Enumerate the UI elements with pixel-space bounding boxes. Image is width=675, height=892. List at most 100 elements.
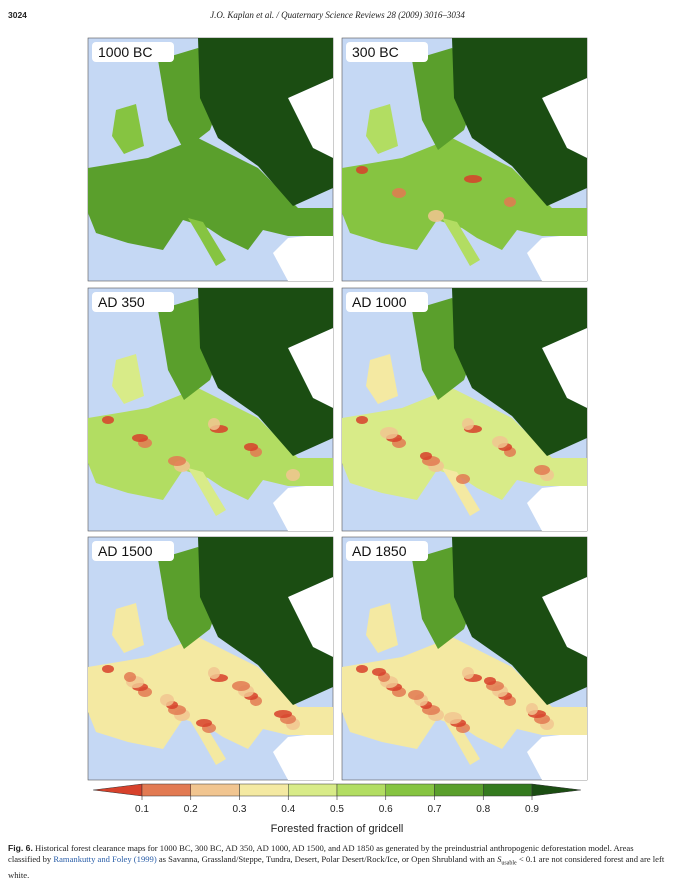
label-box — [346, 541, 428, 561]
land — [198, 537, 333, 705]
land — [442, 717, 480, 765]
no-forest-area — [542, 577, 587, 657]
clearance-patch — [526, 703, 538, 715]
land — [88, 388, 333, 500]
clearance-patch — [504, 197, 516, 207]
no-forest-area — [542, 78, 587, 158]
clearance-patch — [408, 690, 424, 700]
land — [188, 717, 226, 765]
label-box — [92, 541, 174, 561]
no-forest-area — [288, 577, 333, 657]
clearance-patch — [356, 665, 368, 673]
caption: Fig. 6. Historical forest clearance maps… — [8, 843, 668, 881]
clearance-patch — [456, 474, 470, 484]
panel-label: AD 1000 — [352, 294, 407, 310]
colorbar-segment — [483, 783, 533, 797]
map-panel: AD 350 — [87, 287, 334, 532]
map-panel: 300 BC — [341, 37, 588, 282]
clearance-patch — [464, 175, 482, 183]
clearance-patch — [462, 418, 474, 430]
land — [366, 603, 398, 653]
clearance-patch — [534, 465, 550, 475]
label-box — [346, 42, 428, 62]
clearance-patch — [428, 210, 444, 222]
land — [366, 104, 398, 154]
clearance-patch — [232, 681, 250, 691]
colorbar-label: Forested fraction of gridcell — [271, 823, 404, 835]
tick-label: 0.8 — [476, 804, 490, 815]
clearance-patch — [274, 710, 292, 718]
panel-label: 1000 BC — [98, 44, 152, 60]
panel-label: 300 BC — [352, 44, 399, 60]
land — [112, 603, 144, 653]
clearance-patch — [492, 436, 508, 448]
land — [342, 138, 587, 250]
land — [112, 354, 144, 404]
clearance-patch — [244, 443, 258, 451]
clearance-patch — [160, 694, 174, 706]
no-forest-area — [542, 328, 587, 408]
tick-label: 0.1 — [135, 804, 149, 815]
subscript: usable — [501, 860, 517, 867]
label-box — [92, 292, 174, 312]
land — [452, 537, 587, 705]
land — [342, 388, 587, 500]
colorbar-segment — [93, 783, 143, 797]
land — [198, 288, 333, 456]
symbol: S — [497, 854, 502, 864]
clearance-patch — [420, 452, 432, 460]
land — [188, 218, 226, 266]
map-panel: 1000 BC — [87, 37, 334, 282]
caption-text: Historical forest clearance maps for 100… — [8, 843, 634, 864]
tick-label: 0.3 — [233, 804, 247, 815]
clearance-patch — [168, 456, 186, 466]
clearance-patch — [196, 719, 212, 727]
running-title: J.O. Kaplan et al. / Quaternary Science … — [210, 10, 465, 20]
map-panel: AD 1500 — [87, 536, 334, 781]
page-number: 3024 — [8, 10, 27, 20]
panel-label: AD 350 — [98, 294, 145, 310]
clearance-patch — [372, 668, 386, 676]
colorbar-segment — [434, 783, 484, 797]
land — [88, 138, 333, 250]
colorbar-segment — [288, 783, 338, 797]
map-panel: AD 1000 — [341, 287, 588, 532]
no-forest-area — [288, 328, 333, 408]
tick-label: 0.4 — [281, 804, 295, 815]
tick-label: 0.7 — [428, 804, 442, 815]
tick-label: 0.9 — [525, 804, 539, 815]
land — [452, 288, 587, 456]
colorbar-segment — [531, 783, 581, 797]
land — [198, 38, 333, 206]
land — [112, 104, 144, 154]
clearance-patch — [444, 712, 462, 724]
label-box — [92, 42, 174, 62]
colorbar-segment — [239, 783, 289, 797]
clearance-patch — [392, 188, 406, 198]
land — [188, 468, 226, 516]
figure: 1000 BC 300 BC AD 350 AD 1000 AD 1500 AD 1850… — [87, 37, 588, 835]
caption-label: Fig. 6. — [8, 843, 33, 853]
no-forest-area — [288, 78, 333, 158]
clearance-patch — [208, 667, 220, 679]
panel-label: AD 1850 — [352, 543, 407, 559]
land — [442, 218, 480, 266]
colorbar-segment — [385, 783, 435, 797]
citation-link[interactable]: Ramankutty and Foley (1999) — [53, 854, 157, 864]
tick-label: 0.2 — [184, 804, 198, 815]
clearance-patch — [356, 416, 368, 424]
tick-label: 0.6 — [379, 804, 393, 815]
land — [452, 38, 587, 206]
colorbar-segment — [336, 783, 386, 797]
colorbar-segment — [141, 783, 191, 797]
land — [342, 637, 587, 749]
clearance-patch — [356, 166, 368, 174]
caption-text: < 0.1 are not considered forest and are … — [8, 854, 665, 880]
land — [442, 468, 480, 516]
clearance-patch — [208, 418, 220, 430]
colorbar-segment — [190, 783, 240, 797]
panel-label: AD 1500 — [98, 543, 153, 559]
tick-label: 0.5 — [330, 804, 344, 815]
clearance-patch — [132, 434, 148, 442]
land — [88, 637, 333, 749]
